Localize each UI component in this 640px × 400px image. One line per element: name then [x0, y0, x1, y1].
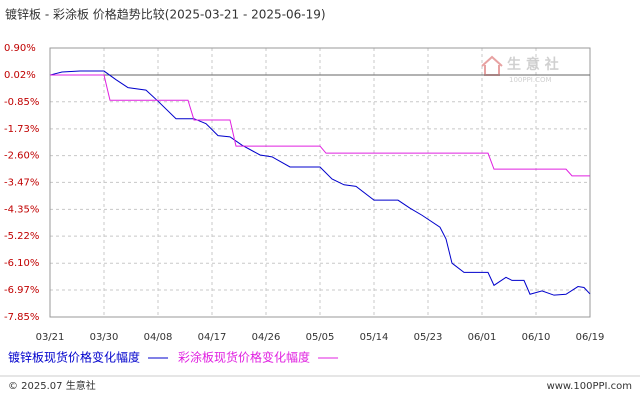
x-tick-label: 05/14: [360, 332, 389, 343]
x-tick-label: 03/21: [36, 332, 65, 343]
x-tick-label: 04/17: [198, 332, 227, 343]
y-tick-label: 0.02%: [4, 70, 36, 81]
footer-right: www.100PPI.com: [547, 381, 632, 392]
x-tick-label: 05/05: [306, 332, 335, 343]
y-tick-label: -1.73%: [4, 124, 39, 135]
legend-label: 镀锌板现货价格变化幅度: [8, 350, 140, 365]
y-tick-label: -3.47%: [4, 177, 39, 188]
plot-frame: [49, 47, 591, 318]
x-tick-label: 04/26: [252, 332, 281, 343]
footer-left: © 2025.07 生意社: [8, 379, 96, 392]
series-line: [50, 74, 590, 177]
x-tick-label: 04/08: [144, 332, 173, 343]
watermark-site: 100PPI.COM: [509, 76, 552, 84]
chart-title: 镀锌板 - 彩涂板 价格趋势比较(2025-03-21 - 2025-06-19…: [5, 7, 326, 22]
y-tick-label: -6.97%: [4, 285, 39, 296]
y-tick-label: -7.85%: [4, 312, 39, 323]
y-tick-label: -4.35%: [4, 204, 39, 215]
x-tick-label: 03/30: [90, 332, 119, 343]
y-tick-label: -2.60%: [4, 151, 39, 162]
watermark-name: 生 意 社: [507, 56, 559, 73]
y-tick-label: -5.22%: [4, 231, 39, 242]
y-tick-label: -0.85%: [4, 97, 39, 108]
x-tick-label: 06/10: [522, 332, 551, 343]
series-line: [49, 70, 591, 296]
x-tick-label: 06/01: [468, 332, 497, 343]
x-tick-label: 05/23: [414, 332, 443, 343]
x-tick-label: 06/19: [576, 332, 605, 343]
legend-label: 彩涂板现货价格变化幅度: [178, 350, 310, 365]
y-tick-label: 0.90%: [4, 43, 36, 54]
y-tick-label: -6.10%: [4, 258, 39, 269]
